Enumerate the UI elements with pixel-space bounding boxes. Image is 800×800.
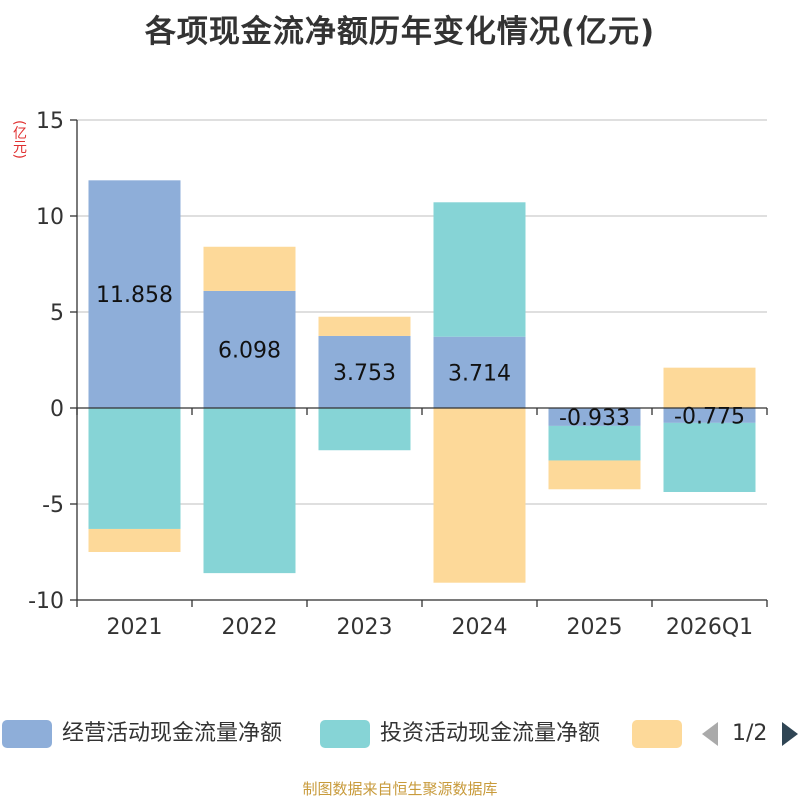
bar-s0-2025 bbox=[548, 408, 641, 426]
legend-prev-arrow-icon[interactable] bbox=[702, 722, 718, 746]
bar-s0-2023 bbox=[318, 335, 411, 408]
bar-s1-2025 bbox=[548, 425, 641, 461]
bar-s1-2026Q1 bbox=[663, 422, 756, 492]
data-label-2024: 3.714 bbox=[448, 361, 511, 386]
y-tick-label-2: 5 bbox=[50, 301, 64, 326]
data-label-2026Q1: -0.775 bbox=[674, 404, 745, 429]
y-tick-label-0: 15 bbox=[36, 109, 64, 134]
bar-s2-2021 bbox=[88, 528, 181, 552]
bar-s0-2024 bbox=[433, 336, 526, 408]
y-axis-unit-label: (亿元) bbox=[11, 120, 27, 159]
legend-swatch-financing bbox=[632, 720, 682, 748]
y-tick-label-3: 0 bbox=[50, 397, 64, 422]
bar-layer bbox=[88, 180, 756, 583]
data-label-2023: 3.753 bbox=[333, 361, 396, 386]
legend-swatch-investing bbox=[320, 720, 370, 748]
data-label-2025: -0.933 bbox=[559, 406, 630, 431]
axis-layer: 15 10 5 0 -5 -10 2021 2022 2023 2024 2025 2026Q1 bbox=[28, 109, 768, 640]
bar-s1-2023 bbox=[318, 408, 411, 451]
label-layer: 11.858 6.098 3.753 3.714 -0.933 -0.775 bbox=[96, 283, 745, 431]
bar-s1-2021 bbox=[88, 408, 181, 529]
legend-label-investing: 投资活动现金流量净额 bbox=[380, 721, 601, 746]
y-tick-label-5: -10 bbox=[28, 589, 64, 614]
data-label-2022: 6.098 bbox=[218, 338, 281, 363]
bar-s2-2024 bbox=[433, 408, 526, 583]
legend-pager: 1/2 bbox=[700, 720, 800, 748]
x-tick-label-2024: 2024 bbox=[452, 615, 508, 640]
stacked-bar-chart: 15 10 5 0 -5 -10 2021 2022 2023 2024 2025 2026Q1 11… bbox=[28, 109, 768, 640]
x-tick-label-2025: 2025 bbox=[567, 615, 623, 640]
bar-s0-2021 bbox=[88, 180, 181, 408]
y-tick-label-1: 10 bbox=[36, 205, 64, 230]
bar-s2-2022 bbox=[203, 246, 296, 291]
bar-s0-2026Q1 bbox=[663, 408, 756, 423]
bar-s1-2022 bbox=[203, 408, 296, 574]
y-tick-label-4: -5 bbox=[42, 493, 64, 518]
legend-next-arrow-icon[interactable] bbox=[782, 722, 798, 746]
bar-s1-2024 bbox=[433, 202, 526, 337]
x-tick-label-2021: 2021 bbox=[107, 615, 163, 640]
legend-page-indicator: 1/2 bbox=[732, 721, 768, 746]
legend-swatch-operating bbox=[2, 720, 52, 748]
x-tick-label-2023: 2023 bbox=[337, 615, 393, 640]
data-label-2021: 11.858 bbox=[96, 283, 173, 308]
legend-label-operating: 经营活动现金流量净额 bbox=[62, 721, 283, 746]
bar-s2-2025 bbox=[548, 460, 641, 490]
bar-s0-2022 bbox=[203, 290, 296, 408]
x-tick-label-2026Q1: 2026Q1 bbox=[666, 615, 753, 640]
chart-title: 各项现金流净额历年变化情况(亿元) bbox=[144, 14, 656, 50]
bar-s2-2026Q1 bbox=[663, 367, 756, 408]
x-tick-label-2022: 2022 bbox=[222, 615, 278, 640]
legend: 经营活动现金流量净额 投资活动现金流量净额 1/2 bbox=[0, 712, 800, 756]
data-source-note: 制图数据来自恒生聚源数据库 bbox=[302, 780, 498, 798]
bar-s2-2023 bbox=[318, 316, 411, 336]
